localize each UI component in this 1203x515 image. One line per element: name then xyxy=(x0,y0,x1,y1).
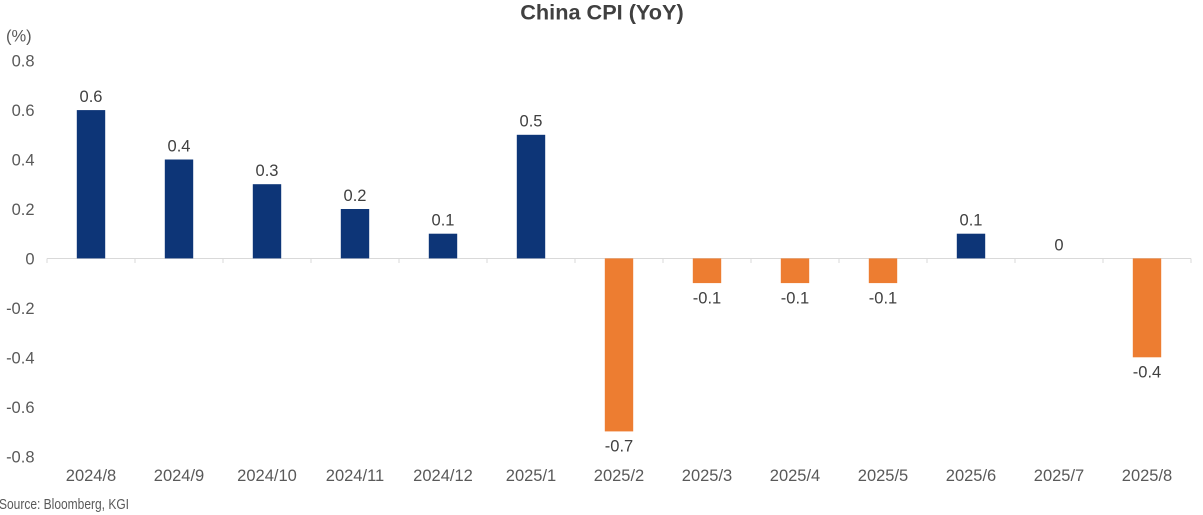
svg-text:0: 0 xyxy=(1054,236,1063,254)
svg-text:0.4: 0.4 xyxy=(12,152,35,170)
svg-text:-0.4: -0.4 xyxy=(1133,364,1161,382)
svg-text:0.6: 0.6 xyxy=(80,88,103,106)
svg-text:0.3: 0.3 xyxy=(256,162,279,180)
svg-text:-0.4: -0.4 xyxy=(6,349,34,367)
svg-text:0.8: 0.8 xyxy=(12,53,35,71)
svg-text:0: 0 xyxy=(25,251,34,269)
svg-text:2024/11: 2024/11 xyxy=(326,467,384,485)
svg-text:2024/10: 2024/10 xyxy=(237,467,297,485)
svg-text:2024/8: 2024/8 xyxy=(66,467,116,485)
svg-text:-0.1: -0.1 xyxy=(781,289,809,307)
svg-text:(%): (%) xyxy=(6,28,32,46)
svg-text:0.5: 0.5 xyxy=(520,113,543,131)
svg-text:-0.1: -0.1 xyxy=(693,289,721,307)
svg-text:2025/3: 2025/3 xyxy=(682,467,732,485)
svg-text:2025/8: 2025/8 xyxy=(1122,467,1172,485)
svg-text:2025/1: 2025/1 xyxy=(506,467,556,485)
svg-text:2025/2: 2025/2 xyxy=(594,467,644,485)
svg-text:2025/4: 2025/4 xyxy=(770,467,820,485)
svg-text:2025/6: 2025/6 xyxy=(946,467,996,485)
svg-text:-0.1: -0.1 xyxy=(869,289,897,307)
svg-text:China CPI (YoY): China CPI (YoY) xyxy=(520,0,683,24)
svg-text:-0.7: -0.7 xyxy=(605,438,633,456)
svg-text:0.4: 0.4 xyxy=(168,137,191,155)
svg-text:-0.2: -0.2 xyxy=(6,300,34,318)
svg-text:0.1: 0.1 xyxy=(432,212,455,230)
svg-text:-0.6: -0.6 xyxy=(6,399,34,417)
svg-text:-0.8: -0.8 xyxy=(6,448,34,466)
svg-text:2025/7: 2025/7 xyxy=(1034,467,1084,485)
svg-text:2024/12: 2024/12 xyxy=(413,467,473,485)
svg-text:0.1: 0.1 xyxy=(960,212,983,230)
svg-text:2025/5: 2025/5 xyxy=(858,467,908,485)
svg-text:2024/9: 2024/9 xyxy=(154,467,204,485)
svg-text:0.6: 0.6 xyxy=(12,102,35,120)
svg-text:0.2: 0.2 xyxy=(344,187,367,205)
svg-text:0.2: 0.2 xyxy=(12,201,35,219)
svg-text:Source: Bloomberg, KGI: Source: Bloomberg, KGI xyxy=(0,497,129,513)
